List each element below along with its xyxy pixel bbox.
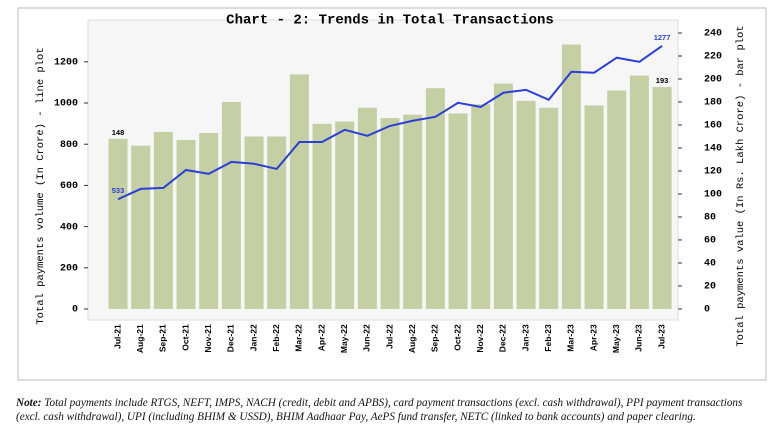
x-tick-label: Nov-21 [203, 324, 213, 353]
bar [267, 136, 287, 309]
y2-tick-label: 40 [704, 259, 716, 270]
y-tick-label: 200 [60, 263, 78, 274]
x-tick-label: Oct-22 [452, 324, 462, 351]
y2-tick-label: 120 [704, 167, 722, 178]
x-tick-label: Aug-21 [135, 324, 145, 353]
bar [153, 131, 173, 309]
y2-axis-label: Total payments value (In Rs. Lakh Crore)… [735, 25, 747, 346]
x-tick-label: Sep-22 [430, 324, 440, 352]
x-tick-label: Jan-22 [248, 324, 258, 351]
x-tick-label: May-23 [611, 324, 621, 353]
bar [131, 145, 151, 309]
x-tick-label: May-22 [339, 324, 349, 353]
bar [199, 133, 219, 309]
y2-tick-label: 240 [704, 29, 722, 40]
y2-tick-label: 20 [704, 282, 716, 293]
bar [403, 114, 423, 309]
y2-tick-label: 160 [704, 121, 722, 132]
bar [244, 136, 264, 309]
chart: Chart - 2: Trends in Total Transactions … [17, 7, 767, 381]
bar [584, 105, 604, 309]
y2-tick-label: 200 [704, 75, 722, 86]
bar-value-label: 148 [112, 128, 125, 137]
x-tick-label: Oct-21 [180, 324, 190, 351]
note-label: Note: [16, 397, 42, 409]
bar [221, 101, 241, 309]
x-tick-label: Jun-23 [634, 324, 644, 352]
x-tick-label: Dec-22 [498, 324, 508, 352]
y-tick-label: 800 [60, 140, 78, 151]
x-tick-label: Dec-21 [226, 324, 236, 352]
bar [108, 138, 128, 309]
y2-tick-label: 180 [704, 98, 722, 109]
y2-tick-label: 80 [704, 213, 716, 224]
line-value-label: 533 [112, 186, 125, 195]
x-tick-label: Jan-23 [520, 324, 530, 351]
y2-tick-label: 60 [704, 236, 716, 247]
bar [176, 139, 196, 309]
x-tick-label: Feb-22 [271, 324, 281, 352]
x-tick-label: Mar-22 [294, 324, 304, 352]
bar [425, 88, 445, 309]
line-value-label: 1277 [654, 33, 671, 42]
bar [493, 83, 513, 309]
bar [561, 44, 581, 309]
x-tick-label: Sep-21 [158, 324, 168, 352]
chart-title: Chart - 2: Trends in Total Transactions [226, 13, 554, 29]
note-text: Total payments include RTGS, NEFT, IMPS,… [16, 397, 743, 423]
y2-tick-label: 0 [704, 305, 710, 316]
x-tick-label: Feb-23 [543, 324, 553, 352]
y2-tick-label: 100 [704, 190, 722, 201]
line [117, 45, 663, 201]
x-tick-label: Jul-22 [384, 324, 394, 349]
bar [289, 74, 309, 309]
bar [471, 104, 491, 309]
y-tick-label: 0 [72, 305, 78, 316]
bar-value-label: 193 [656, 76, 669, 85]
y2-tick-label: 220 [704, 52, 722, 63]
x-tick-label: Nov-22 [475, 324, 485, 353]
note: Note: Total payments include RTGS, NEFT,… [16, 396, 764, 424]
y-axis-label: Total payments volume (In Crore) - line … [35, 47, 47, 324]
x-tick-label: Mar-23 [566, 324, 576, 352]
y-tick-label: 1000 [54, 99, 78, 110]
x-tick-label: Aug-22 [407, 324, 417, 353]
x-tick-label: Apr-23 [588, 324, 598, 351]
bar [380, 118, 400, 309]
bar [629, 75, 649, 309]
y-tick-label: 400 [60, 222, 78, 233]
x-tick-label: Apr-22 [316, 324, 326, 351]
bar [607, 90, 627, 309]
y-tick-label: 1200 [54, 57, 78, 68]
bar [448, 113, 468, 309]
y-tick-label: 600 [60, 181, 78, 192]
bar [312, 123, 332, 309]
x-tick-label: Jul-21 [112, 324, 122, 349]
y2-tick-label: 140 [704, 144, 722, 155]
bar [335, 121, 355, 309]
x-tick-label: Jul-23 [656, 324, 666, 349]
bar [539, 107, 559, 309]
bar [357, 107, 377, 309]
x-tick-label: Jun-22 [362, 324, 372, 352]
bar [652, 87, 672, 309]
bar [516, 100, 536, 309]
